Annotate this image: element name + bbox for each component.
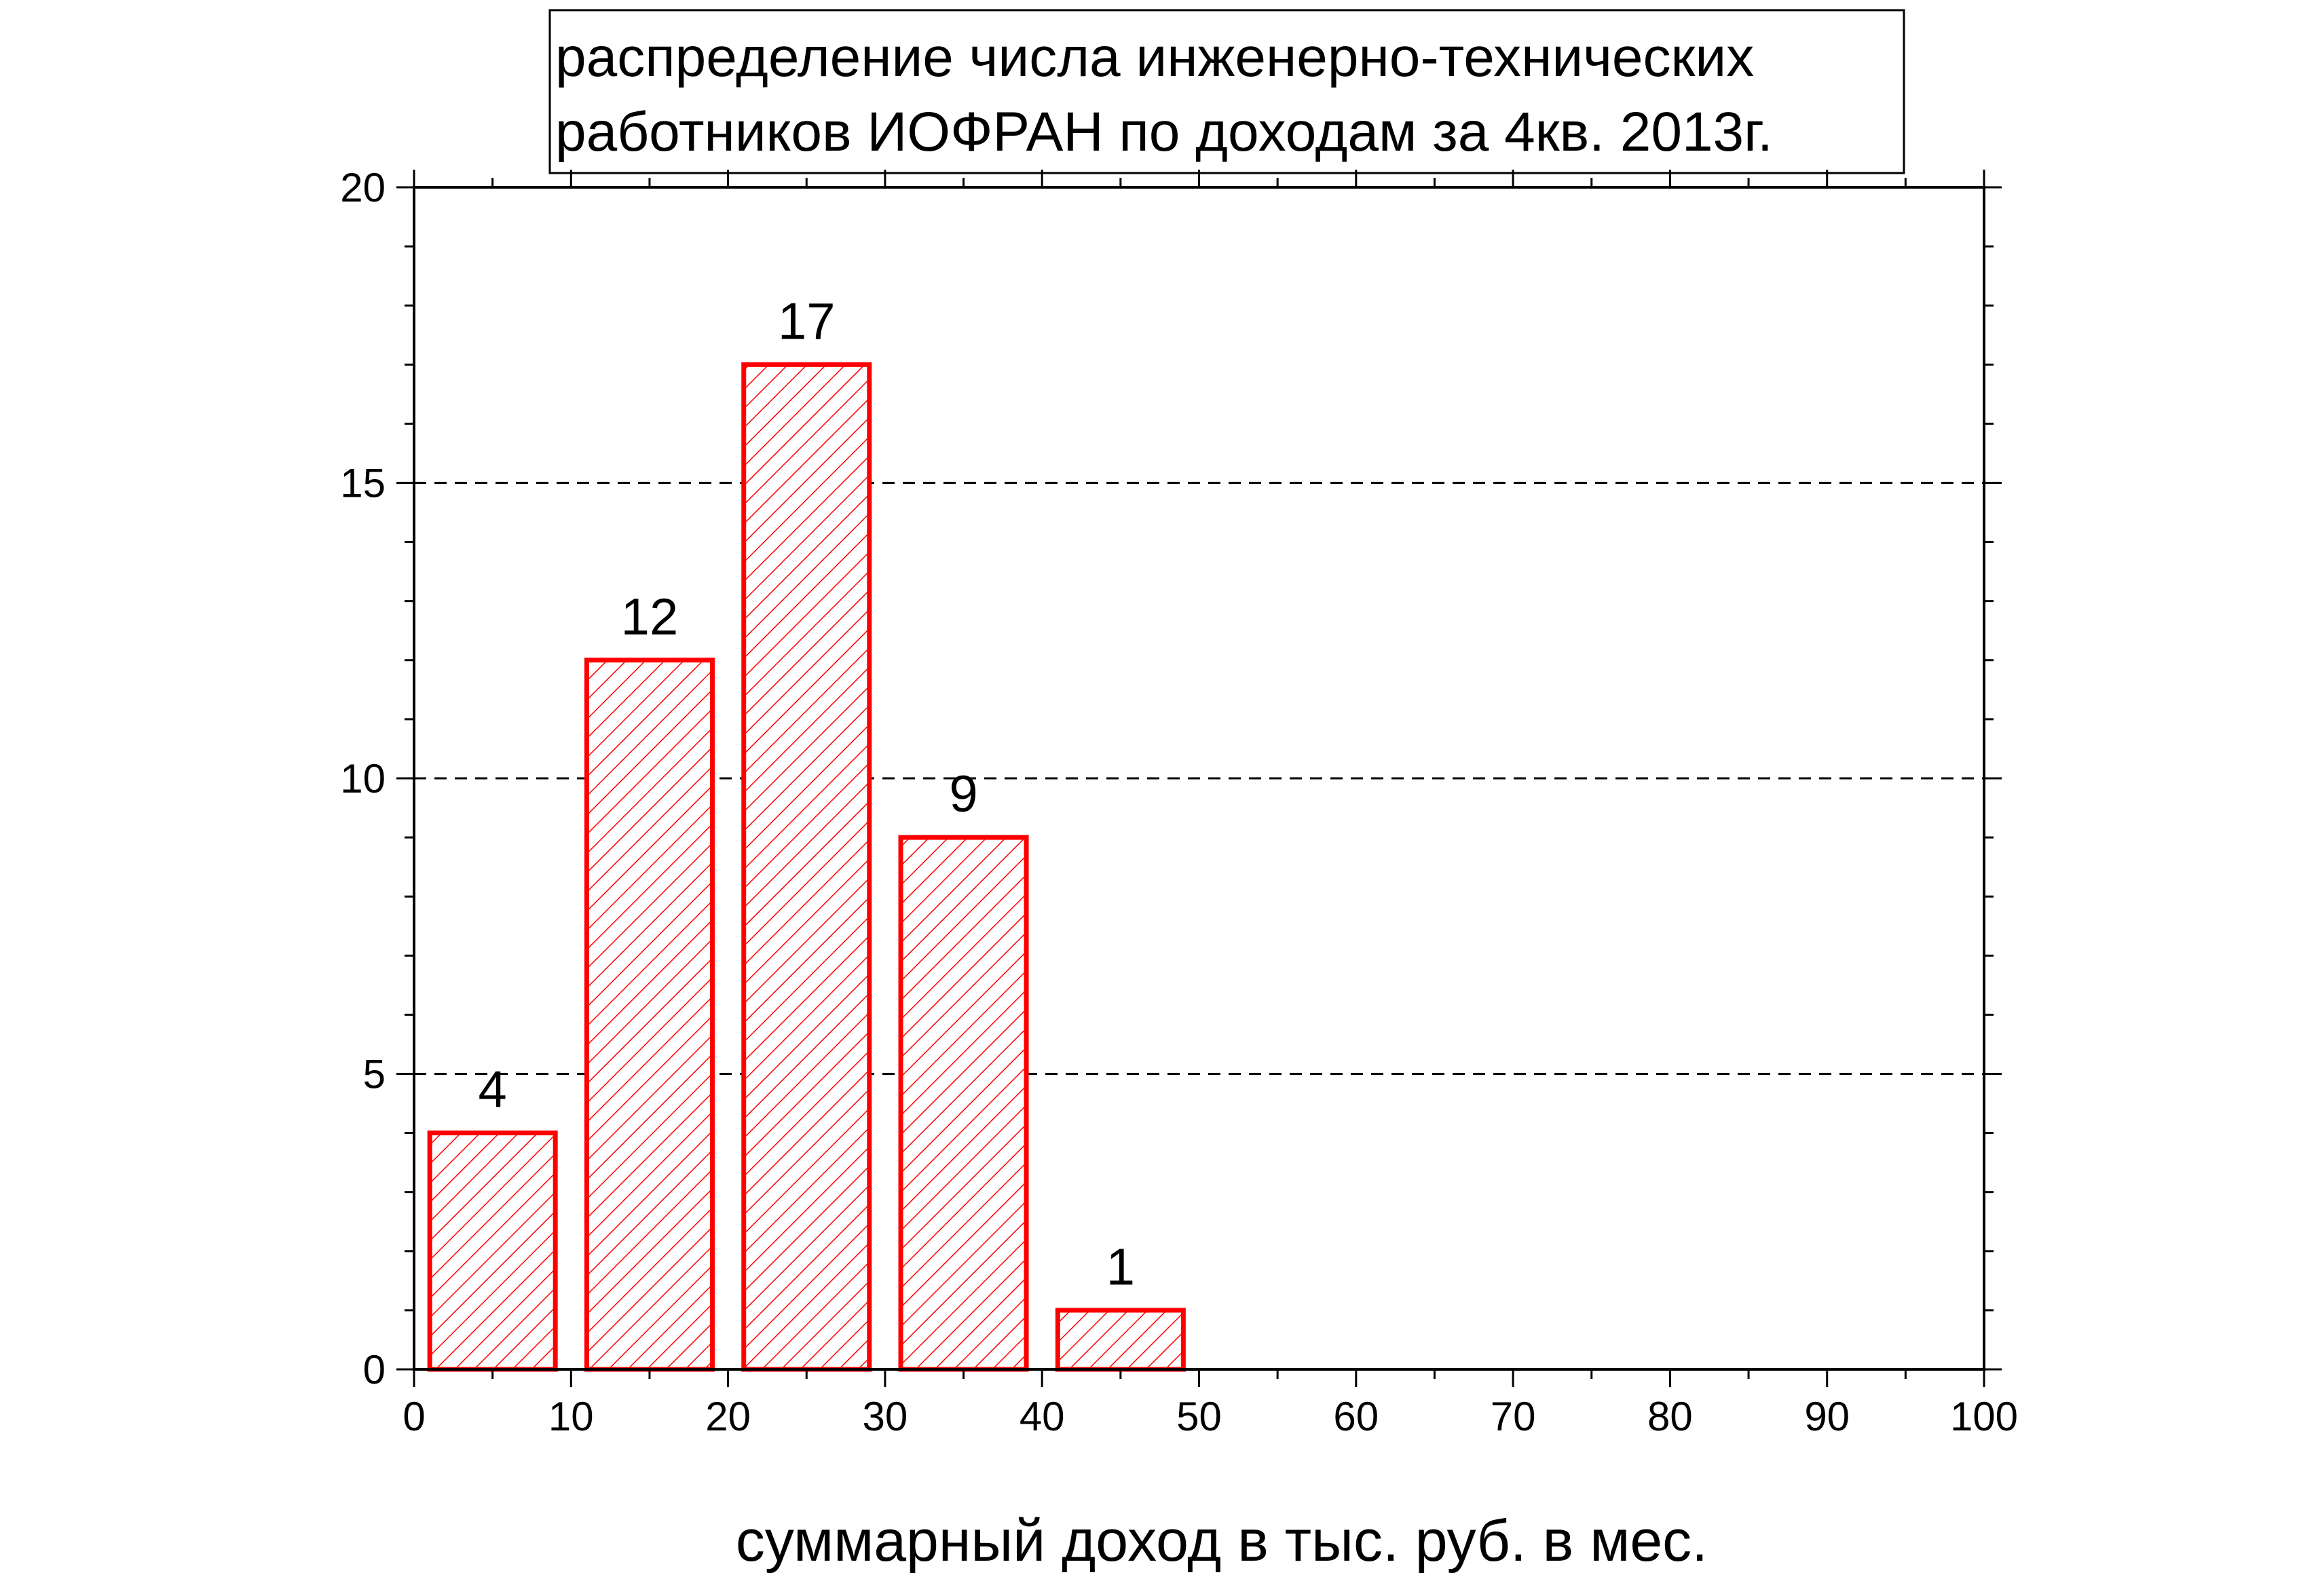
x-tick-label: 30 bbox=[863, 1394, 908, 1439]
bar bbox=[427, 1130, 558, 1372]
x-tick-label: 60 bbox=[1333, 1394, 1379, 1439]
y-tick-label: 15 bbox=[340, 461, 386, 506]
y-tick-label: 0 bbox=[363, 1347, 386, 1392]
bars bbox=[427, 362, 1186, 1372]
x-axis-title: суммарный доход в тыс. руб. в мес. bbox=[736, 1508, 1708, 1574]
chart-title-line-2: работников ИОФРАН по доходам за 4кв. 201… bbox=[555, 101, 1773, 163]
x-tick-label: 70 bbox=[1491, 1394, 1536, 1439]
y-tick-label: 10 bbox=[340, 756, 386, 801]
bar bbox=[741, 362, 872, 1372]
x-tick-label: 50 bbox=[1176, 1394, 1222, 1439]
x-tick-label: 0 bbox=[403, 1394, 425, 1439]
y-tick-label: 20 bbox=[340, 165, 386, 210]
x-tick-label: 90 bbox=[1804, 1394, 1850, 1439]
x-tick-label: 40 bbox=[1020, 1394, 1065, 1439]
axis-ticks: 0 10 20 30 40 50 60 70 80 90 100 0 5 10 15 20 bbox=[340, 165, 2018, 1439]
title-box bbox=[548, 9, 1905, 174]
bar bbox=[1055, 1308, 1186, 1372]
y-tick-label: 5 bbox=[363, 1052, 386, 1097]
x-tick-label: 10 bbox=[548, 1394, 594, 1439]
bar-value-label: 4 bbox=[479, 1061, 507, 1119]
bar bbox=[898, 835, 1029, 1372]
chart-title-line-1: распределение числа инженерно-технически… bbox=[555, 26, 1754, 88]
bar bbox=[584, 658, 715, 1372]
bar-value-label: 17 bbox=[778, 292, 836, 350]
bar-value-labels: 4 12 17 9 1 bbox=[479, 292, 1135, 1296]
bar-value-label: 1 bbox=[1106, 1238, 1135, 1296]
x-tick-label: 20 bbox=[705, 1394, 751, 1439]
bar-value-label: 9 bbox=[949, 765, 977, 823]
x-tick-label: 100 bbox=[1950, 1394, 2018, 1439]
bar-value-label: 12 bbox=[621, 588, 679, 646]
grid-lines bbox=[414, 482, 1984, 1075]
x-tick-label: 80 bbox=[1647, 1394, 1693, 1439]
